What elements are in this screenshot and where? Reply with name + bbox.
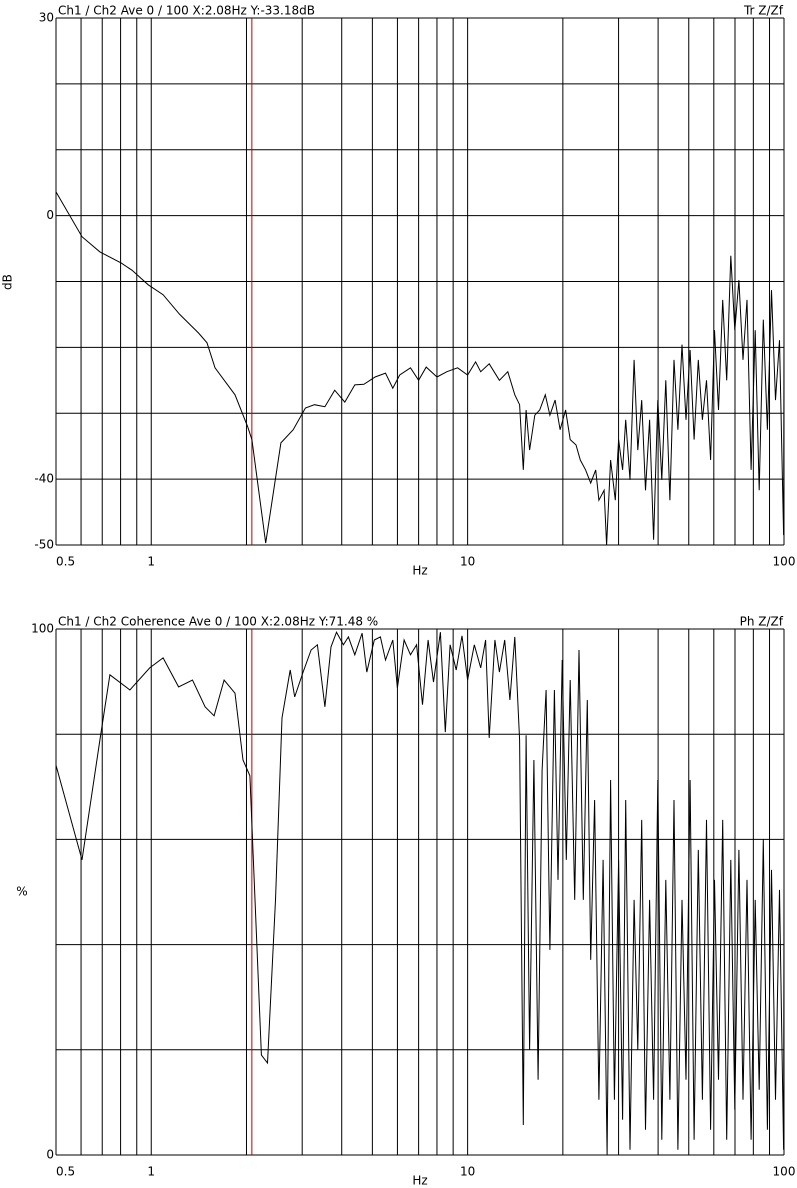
title-bg — [56, 614, 381, 629]
x-axis-label: Hz — [412, 564, 427, 578]
title-bg — [56, 3, 317, 18]
y-axis-label: dB — [1, 274, 15, 290]
x-tick-label: 100 — [773, 555, 796, 569]
chart-title-right: Tr Z/Zf — [743, 4, 784, 18]
y-tick-label: 0 — [46, 1148, 54, 1162]
x-tick-label: 1 — [147, 1165, 155, 1179]
chart: Ch1 / Ch2 Coherence Ave 0 / 100 X:2.08Hz… — [16, 614, 796, 1188]
y-tick-label: -50 — [34, 538, 54, 552]
y-tick-label: 0 — [46, 208, 54, 222]
y-tick-label: -40 — [34, 472, 54, 486]
chart: Ch1 / Ch2 Ave 0 / 100 X:2.08Hz Y:-33.18d… — [1, 3, 796, 578]
x-tick-label: 10 — [460, 1165, 475, 1179]
data-line — [55, 631, 785, 1156]
x-tick-label: 0.5 — [56, 555, 75, 569]
y-axis-label: % — [16, 885, 27, 899]
chart-title: Ch1 / Ch2 Ave 0 / 100 X:2.08Hz Y:-33.18d… — [58, 4, 315, 18]
y-tick-label: 30 — [39, 11, 54, 25]
y-tick-label: 100 — [31, 622, 54, 636]
chart-title: Ch1 / Ch2 Coherence Ave 0 / 100 X:2.08Hz… — [58, 615, 378, 629]
x-axis-label: Hz — [412, 1174, 427, 1188]
chart-title-right: Ph Z/Zf — [740, 615, 784, 629]
x-tick-label: 100 — [773, 1165, 796, 1179]
x-tick-label: 10 — [460, 555, 475, 569]
data-line — [55, 191, 785, 546]
x-tick-label: 1 — [147, 555, 155, 569]
title-bg — [740, 3, 786, 18]
title-bg — [737, 614, 786, 629]
x-tick-label: 0.5 — [56, 1165, 75, 1179]
